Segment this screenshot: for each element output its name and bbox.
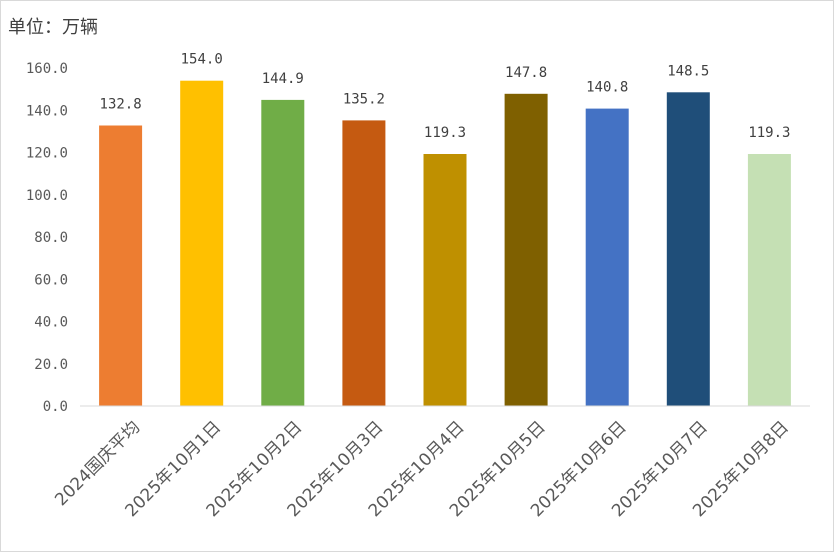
value-label-5: 147.8 (505, 65, 547, 81)
data-labels: 132.8 154.0 144.9 135.2 119.3 147.8 140.8 148.5… (100, 52, 791, 141)
value-label-3: 135.2 (343, 91, 385, 107)
y-axis-tick-labels: 0.0 20.0 40.0 60.0 80.0 100.0 120.0 140.0 160.0 (26, 61, 68, 415)
y-tick-label-2: 40.0 (34, 315, 68, 331)
value-label-4: 119.3 (424, 125, 466, 141)
y-tick-label-5: 100.0 (26, 188, 68, 204)
value-label-2: 144.9 (262, 71, 304, 87)
y-tick-label-4: 80.0 (34, 230, 68, 246)
y-tick-label-6: 120.0 (26, 146, 68, 162)
value-label-8: 119.3 (748, 125, 790, 141)
y-tick-label-0: 0.0 (43, 399, 68, 415)
bar-8 (747, 154, 791, 406)
y-tick-label-8: 160.0 (26, 61, 68, 77)
y-tick-label-3: 60.0 (34, 272, 68, 288)
bar-5 (504, 93, 548, 407)
y-tick-label-1: 20.0 (34, 357, 68, 373)
y-tick-label-7: 140.0 (26, 103, 68, 119)
bar-6 (585, 108, 629, 406)
bar-3 (342, 120, 386, 407)
bar-2 (261, 99, 305, 407)
bar-series (99, 80, 791, 407)
value-label-0: 132.8 (100, 97, 142, 113)
value-label-1: 154.0 (181, 52, 223, 68)
bar-4 (423, 154, 467, 406)
bar-1 (180, 80, 224, 406)
bar-7 (666, 92, 710, 407)
unit-label: 单位：万辆 (8, 17, 98, 38)
bar-0 (99, 125, 143, 406)
value-label-7: 148.5 (667, 63, 709, 79)
value-label-6: 140.8 (586, 80, 628, 96)
